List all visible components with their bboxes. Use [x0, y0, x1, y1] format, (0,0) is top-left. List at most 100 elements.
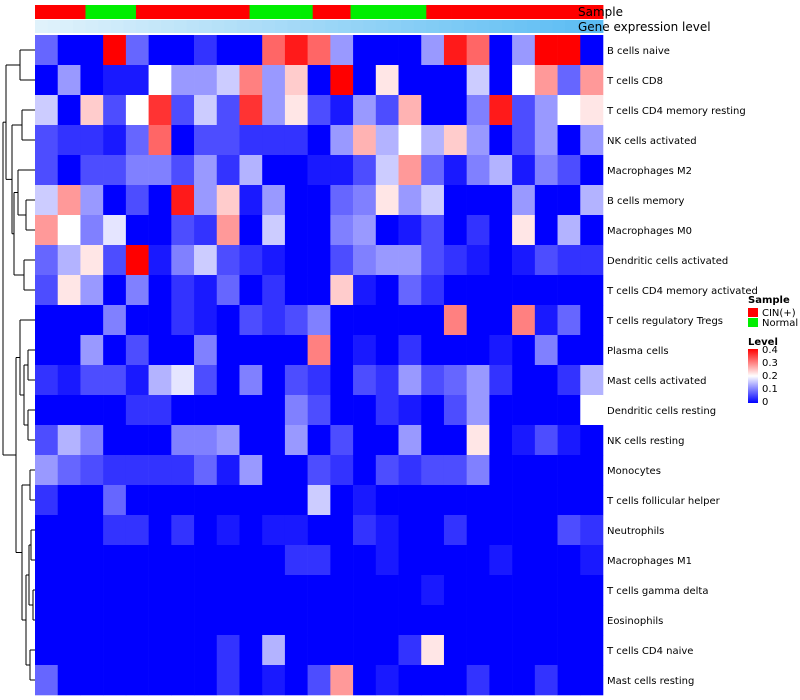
heatmap-cell: [103, 305, 127, 336]
heatmap-cell: [580, 515, 604, 546]
heatmap-cell: [216, 215, 240, 246]
expression-annotation-cell: [363, 20, 377, 33]
legend-level-tick: 0.1: [762, 384, 778, 395]
heatmap-cell: [35, 65, 59, 96]
heatmap-cell: [171, 215, 195, 246]
heatmap-cell: [466, 665, 490, 696]
heatmap-cell: [80, 185, 104, 216]
heatmap-cell: [489, 35, 513, 66]
heatmap-cell: [489, 365, 513, 396]
heatmap-cell: [171, 545, 195, 576]
heatmap-cell: [466, 245, 490, 276]
heatmap-cell: [353, 665, 377, 696]
heatmap-cell: [80, 65, 104, 96]
expression-annotation-cell: [236, 20, 250, 33]
heatmap-cell: [398, 305, 422, 336]
heatmap-cell: [194, 365, 218, 396]
heatmap-cell: [35, 335, 59, 366]
heatmap-cell: [80, 245, 104, 276]
heatmap-cell: [216, 425, 240, 456]
heatmap-cell: [148, 545, 172, 576]
expression-annotation-cell: [552, 20, 566, 33]
heatmap-cell: [216, 305, 240, 336]
heatmap-cell: [216, 485, 240, 516]
heatmap-cell: [216, 395, 240, 426]
heatmap-cell: [262, 65, 286, 96]
heatmap-cell: [466, 125, 490, 156]
sample-annotation-cell: [337, 5, 351, 19]
heatmap-cell: [57, 65, 81, 96]
heatmap-cell: [103, 185, 127, 216]
heatmap-cell: [35, 395, 59, 426]
heatmap-cell: [284, 275, 308, 306]
heatmap-cell: [284, 365, 308, 396]
heatmap-cell: [284, 455, 308, 486]
heatmap-cell: [284, 305, 308, 336]
heatmap-cell: [580, 485, 604, 516]
heatmap-cell: [171, 515, 195, 546]
heatmap-cell: [262, 635, 286, 666]
heatmap-cell: [489, 575, 513, 606]
heatmap-cell: [80, 665, 104, 696]
sample-annotation-cell: [476, 5, 490, 19]
heatmap-cell: [262, 395, 286, 426]
heatmap-cell: [534, 365, 558, 396]
heatmap-cell: [330, 515, 354, 546]
row-label: Macrophages M1: [607, 556, 692, 567]
heatmap-cell: [534, 635, 558, 666]
heatmap-cell: [125, 95, 149, 126]
heatmap-cell: [512, 665, 536, 696]
heatmap-cell: [330, 125, 354, 156]
legend: Sample CIN(+)Normal Level 0.4 0.3 0.2 0.1 0: [748, 295, 798, 408]
row-label: Mast cells activated: [607, 376, 706, 387]
row-label: T cells CD4 memory activated: [606, 286, 758, 297]
row-dendrogram: [2, 49, 35, 681]
heatmap-cell: [125, 575, 149, 606]
heatmap-cell: [580, 155, 604, 186]
heatmap-cell: [262, 455, 286, 486]
heatmap-cell: [307, 65, 331, 96]
heatmap-cell: [375, 545, 399, 576]
expression-annotation-cell: [148, 20, 162, 33]
row-label: NK cells activated: [607, 136, 697, 147]
heatmap-cell: [466, 605, 490, 636]
heatmap-cell: [421, 425, 445, 456]
heatmap-cell: [580, 35, 604, 66]
expression-annotation-cell: [464, 20, 478, 33]
expression-annotation-cell: [350, 20, 364, 33]
heatmap-cell: [330, 245, 354, 276]
heatmap-cell: [35, 275, 59, 306]
heatmap-cell: [216, 95, 240, 126]
heatmap-cell: [353, 275, 377, 306]
heatmap-cell: [443, 545, 467, 576]
heatmap-cell: [216, 455, 240, 486]
heatmap-cell: [512, 545, 536, 576]
heatmap-cell: [35, 95, 59, 126]
expression-annotation-cell: [135, 20, 149, 33]
heatmap-cell: [194, 425, 218, 456]
sample-annotation-cell: [312, 5, 326, 19]
heatmap-cell: [262, 545, 286, 576]
heatmap-cell: [80, 275, 104, 306]
sample-annotation-cell: [502, 5, 516, 19]
heatmap-cell: [194, 125, 218, 156]
heatmap-cell: [125, 215, 149, 246]
heatmap-cell: [557, 35, 581, 66]
heatmap-cell: [398, 155, 422, 186]
sample-annotation-cell: [426, 5, 440, 19]
row-label: T cells CD4 naive: [606, 646, 693, 657]
heatmap-cell: [307, 665, 331, 696]
heatmap-cell: [148, 665, 172, 696]
heatmap-cell: [353, 425, 377, 456]
heatmap-cell: [489, 605, 513, 636]
heatmap-cell: [35, 575, 59, 606]
sample-annotation-cell: [262, 5, 276, 19]
heatmap-cell: [466, 365, 490, 396]
heatmap-cell: [103, 425, 127, 456]
sample-annotation-cell: [98, 5, 112, 19]
heatmap-cell: [125, 65, 149, 96]
expression-annotation-cell: [312, 20, 326, 33]
heatmap-cell: [262, 245, 286, 276]
expression-annotation-cell: [401, 20, 415, 33]
